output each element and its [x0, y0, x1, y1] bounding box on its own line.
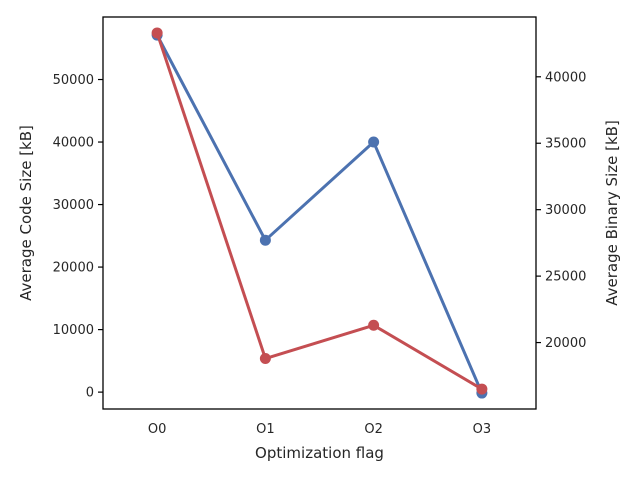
right-tick-label: 20000	[545, 336, 586, 351]
data-point-left	[259, 234, 271, 246]
right-tick-label: 25000	[545, 270, 586, 285]
right-tick-label: 40000	[545, 70, 586, 85]
right-tick-label: 35000	[545, 137, 586, 152]
plot-frame	[102, 16, 537, 410]
x-tick-label: O0	[148, 422, 167, 437]
data-point-right	[476, 383, 488, 395]
left-y-axis: 0 10000 20000 30000 40000 50000	[53, 73, 103, 401]
left-tick-label: 10000	[53, 323, 94, 338]
series-line-right	[155, 32, 483, 391]
x-tick-label: O2	[364, 422, 383, 437]
series-line-left	[155, 34, 484, 394]
data-point-left	[368, 136, 380, 148]
left-tick-label: 30000	[53, 198, 94, 213]
x-tick-label: O1	[256, 422, 275, 437]
data-point-right	[259, 353, 271, 365]
data-point-right	[151, 27, 163, 39]
right-y-axis-label: Average Binary Size [kB]	[603, 120, 621, 306]
left-tick-label: 50000	[53, 73, 94, 88]
x-axis: O0 O1 O2 O3	[148, 422, 491, 437]
series-layer	[151, 27, 488, 399]
left-y-axis-label: Average Code Size [kB]	[17, 125, 35, 301]
x-axis-label: Optimization flag	[255, 444, 384, 462]
right-tick-label: 30000	[545, 203, 586, 218]
left-tick-label: 20000	[53, 261, 94, 276]
left-tick-label: 0	[86, 386, 94, 401]
left-tick-label: 40000	[53, 136, 94, 151]
data-point-right	[368, 319, 380, 331]
right-y-axis: 20000 25000 30000 35000 40000	[536, 70, 586, 351]
x-tick-label: O3	[473, 422, 492, 437]
